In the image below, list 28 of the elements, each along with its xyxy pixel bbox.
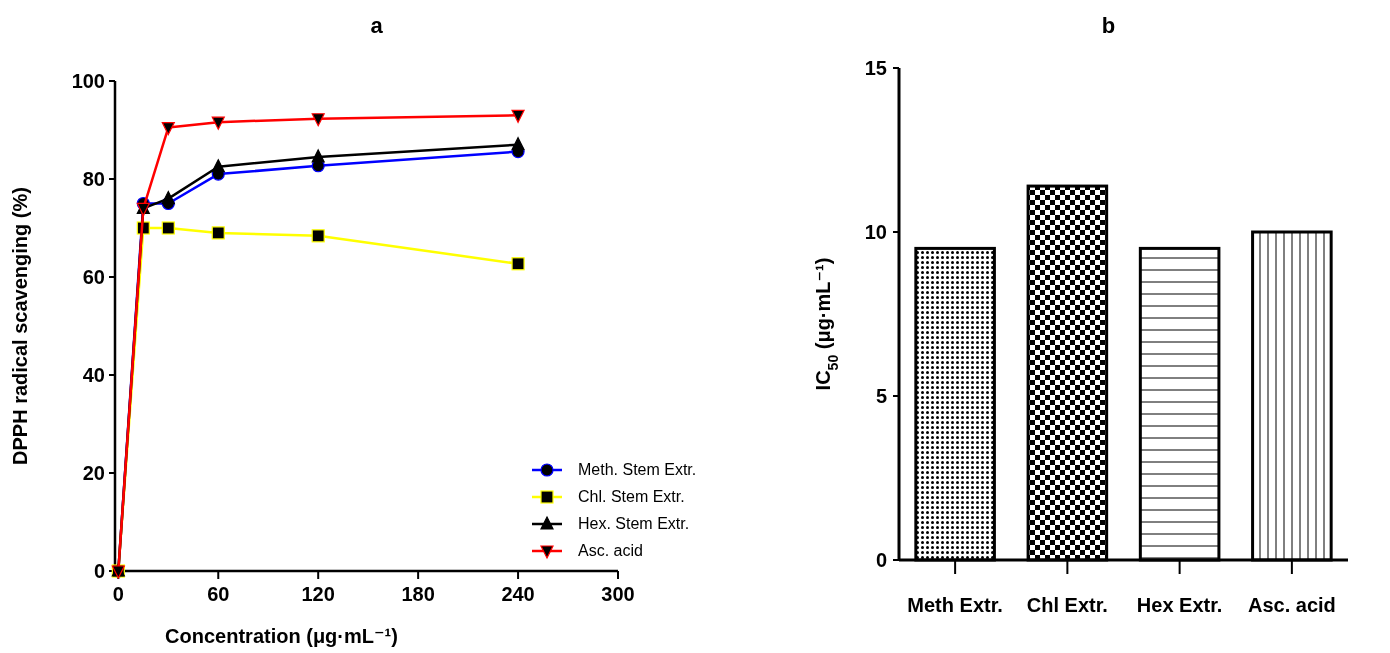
legend-label: Hex. Stem Extr.	[578, 515, 690, 532]
chart-title: a	[370, 13, 384, 38]
y-tick-label: 10	[864, 221, 887, 243]
y-tick-label: 100	[71, 70, 105, 92]
x-tick-label: Meth Extr.	[907, 594, 1003, 616]
y-tick-label: 0	[875, 549, 887, 571]
y-tick-label: 40	[82, 364, 105, 386]
y-tick-label: 5	[875, 385, 887, 407]
x-tick-label: 120	[301, 583, 335, 605]
y-tick-label: 80	[82, 168, 105, 190]
y-tick-label: 15	[864, 57, 887, 79]
x-tick-label: Asc. acid	[1247, 594, 1336, 616]
y-tick-label: 20	[82, 462, 105, 484]
x-tick-label: 300	[601, 583, 635, 605]
chart-title: b	[1101, 13, 1116, 38]
legend-label: Asc. acid	[578, 542, 643, 559]
x-tick-label: 0	[112, 583, 124, 605]
legend-label: Chl. Stem Extr.	[578, 488, 685, 505]
x-tick-label: Chl Extr.	[1026, 594, 1108, 616]
x-tick-label: 60	[207, 583, 230, 605]
x-tick-label: 240	[501, 583, 535, 605]
legend-label: Meth. Stem Extr.	[578, 461, 697, 478]
y-tick-label: 0	[93, 560, 105, 582]
y-axis-title: DPPH radical scavenging (%)	[9, 187, 31, 465]
x-axis-title: Concentration (μg·mL⁻¹)	[165, 625, 398, 647]
x-tick-label: 180	[401, 583, 435, 605]
y-tick-label: 60	[82, 266, 105, 288]
x-tick-label: Hex Extr.	[1136, 594, 1223, 616]
